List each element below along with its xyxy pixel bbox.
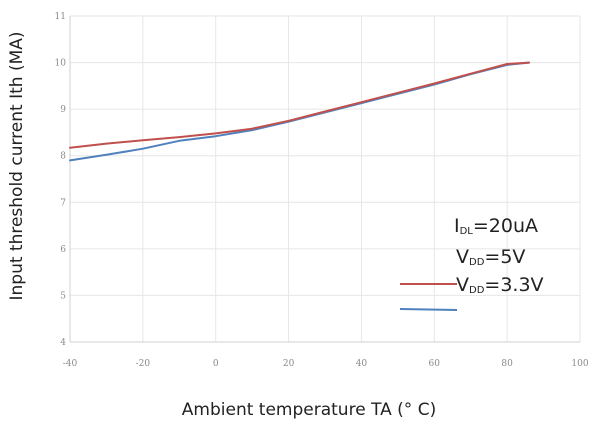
x-tick-label: -20 — [136, 359, 151, 369]
y-axis-title: Input threshold current Ith (MA) — [7, 31, 27, 300]
y-tick-label: 4 — [60, 338, 66, 348]
y-tick-label: 7 — [60, 198, 66, 208]
y-tick-label: 9 — [60, 105, 66, 115]
x-axis-title: Ambient temperature TA (° C) — [182, 400, 436, 420]
tick-labels: -40 -20 0 20 40 60 80 100 4 5 6 7 8 9 10 11 — [55, 12, 589, 369]
x-tick-label: 40 — [356, 359, 368, 369]
legend-label-vdd-5v: VDD=5V — [456, 246, 525, 268]
legend: IDL=20uA VDD=5V VDD=3.3V — [399, 215, 544, 311]
legend-label-vdd-3v3: VDD=3.3V — [456, 274, 544, 296]
x-tick-label: -40 — [63, 359, 78, 369]
x-tick-label: 80 — [501, 359, 513, 369]
y-tick-label: 11 — [55, 12, 66, 22]
y-tick-label: 6 — [60, 245, 66, 255]
x-tick-label: 20 — [283, 359, 295, 369]
y-tick-label: 8 — [60, 152, 66, 162]
y-tick-label: 10 — [55, 59, 67, 69]
grid — [69, 15, 581, 343]
x-tick-label: 60 — [429, 359, 441, 369]
x-tick-label: 0 — [213, 359, 219, 369]
y-tick-label: 5 — [60, 291, 66, 301]
series-lines — [69, 61, 530, 162]
series-line-1 — [69, 61, 530, 149]
x-tick-label: 100 — [571, 359, 588, 369]
legend-swatch-vdd-3v3 — [399, 308, 458, 311]
annotation-idl: IDL=20uA — [454, 215, 538, 237]
